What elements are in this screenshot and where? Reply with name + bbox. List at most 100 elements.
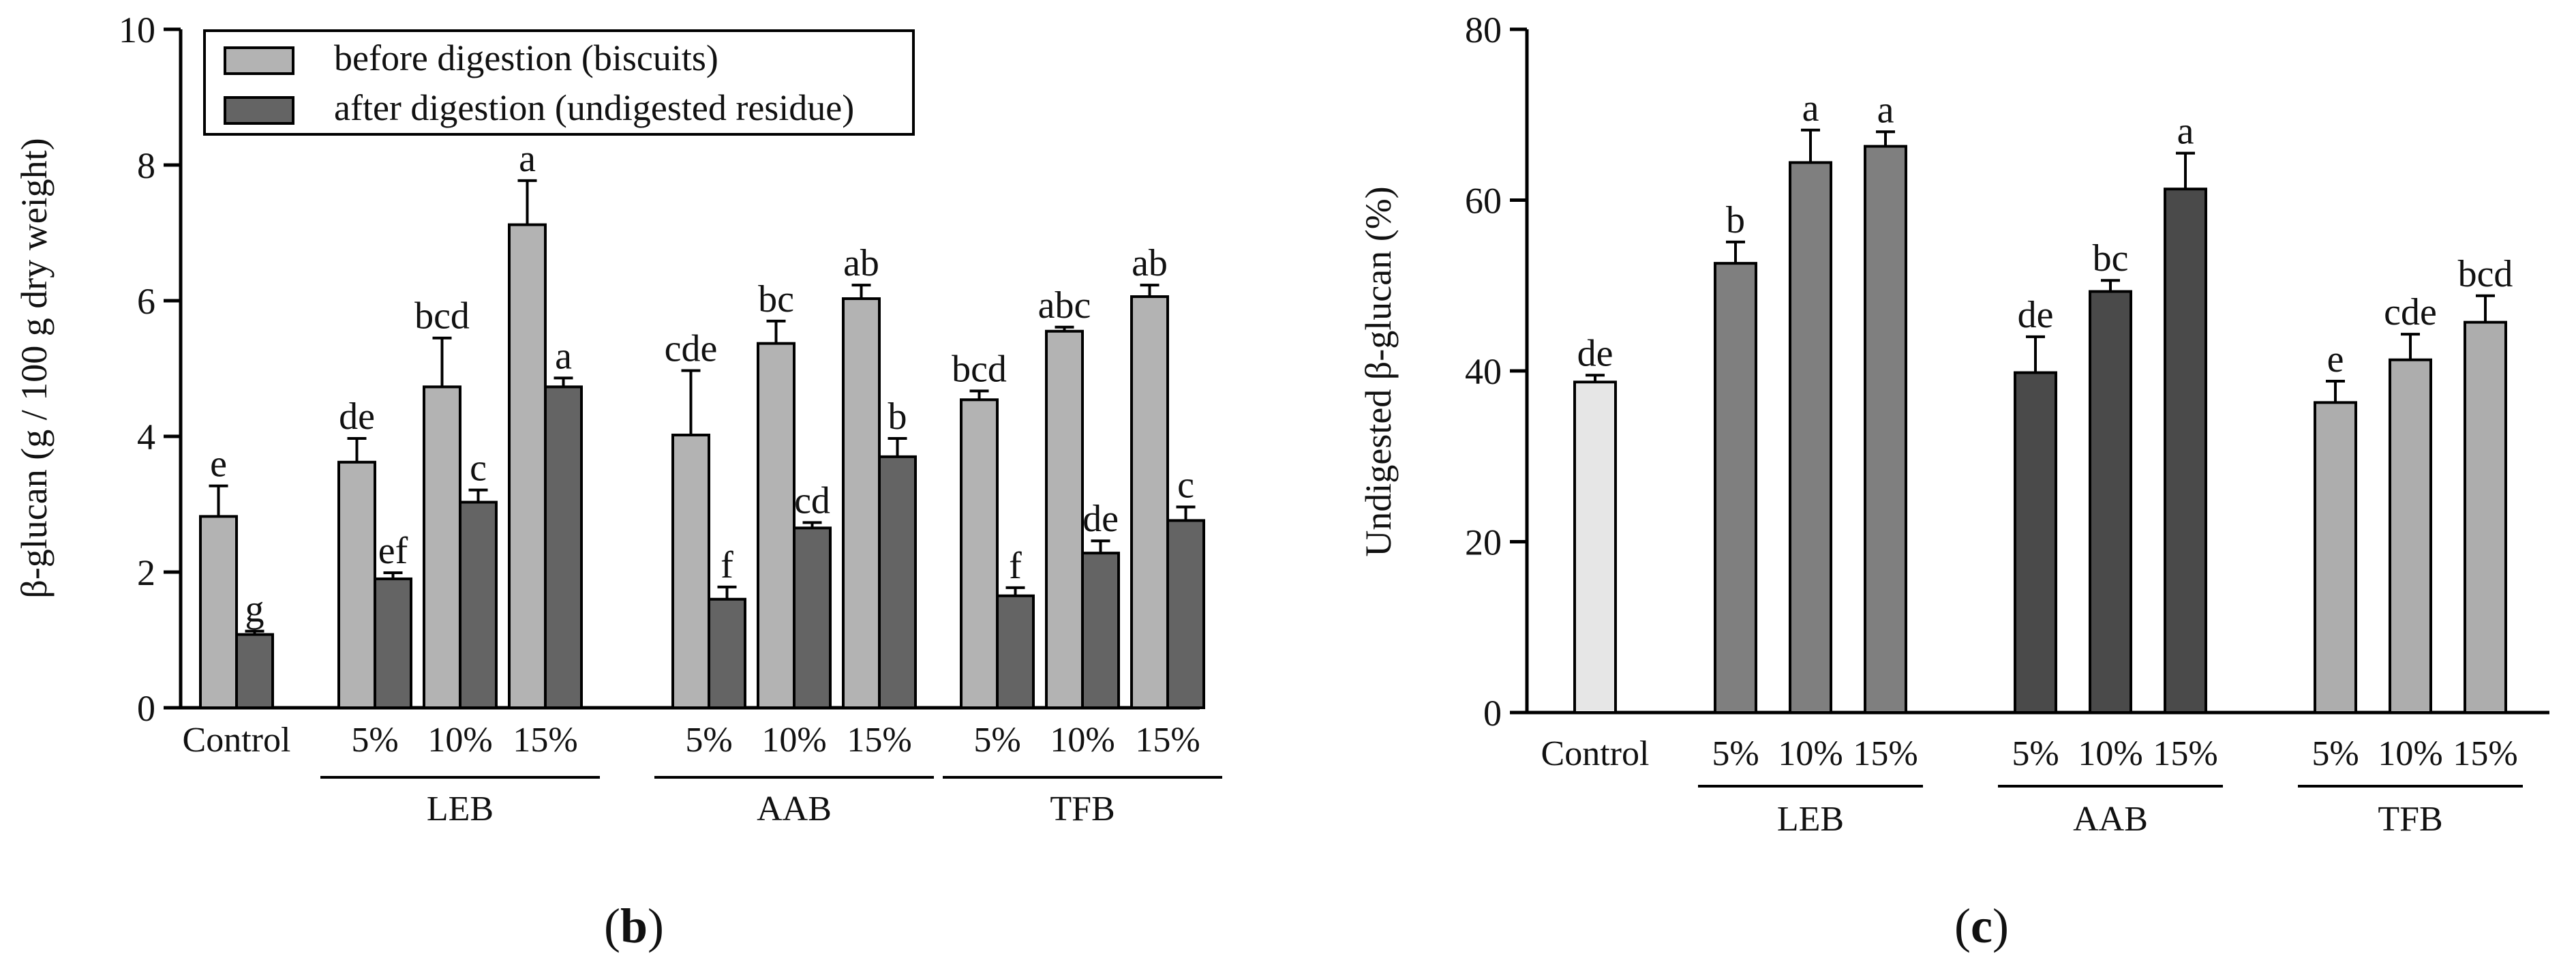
panel-c-tfb-5pct-significance-letter: e <box>2327 338 2344 380</box>
legend-swatch-before-digestion <box>224 46 294 75</box>
panel-c-caption-letter: c <box>1971 899 1992 953</box>
panel-b-control-control-before-significance-letter: e <box>210 443 227 485</box>
panel-b-aab-15pct-before-bar <box>842 297 881 709</box>
panel-c-caption-open: ( <box>1954 899 1971 953</box>
panel-b-y-tick-label: 6 <box>137 281 155 322</box>
panel-b-y-tick-label: 4 <box>137 417 155 458</box>
panel-b-leb-10pct-after-significance-letter: c <box>470 447 487 490</box>
panel-b-group-label-leb: LEB <box>427 790 494 828</box>
panel-b-tfb-10pct-before-significance-letter: abc <box>1038 284 1091 327</box>
panel-b-aab-5pct-after-significance-letter: f <box>721 544 733 586</box>
panel-b-tfb-10pct-after-significance-letter: de <box>1082 498 1119 540</box>
panel-b-aab-10pct-after-significance-letter: cd <box>794 479 830 522</box>
panel-b-y-tick-label: 10 <box>119 10 155 50</box>
panel-b-x-tick-label: 10% <box>427 721 492 760</box>
legend-label-before-digestion: before digestion (biscuits) <box>334 38 718 78</box>
panel-c-caption: (c) <box>1954 899 2009 953</box>
panel-c-x-tick-label: Control <box>1541 734 1650 773</box>
panel-b-leb-10pct-before-significance-letter: bcd <box>414 295 470 338</box>
panel-c-x-tick-label: 15% <box>2453 734 2517 773</box>
panel-b-aab-5pct-before-bar <box>671 434 710 709</box>
panel-b-caption: (b) <box>604 899 664 953</box>
panel-c-y-tick-label: 0 <box>1483 693 1502 734</box>
panel-b-x-tick-label: 15% <box>513 721 577 760</box>
panel-c-leb-5pct-significance-letter: b <box>1726 199 1745 241</box>
panel-b-x-tick-label: 5% <box>685 721 732 760</box>
panel-b-x-tick-label: 10% <box>761 721 826 760</box>
panel-b-tfb-5pct-after-bar <box>996 594 1035 710</box>
panel-c-aab-5pct-significance-letter: de <box>2018 294 2054 336</box>
panel-c-tfb-15pct-bar <box>2464 320 2507 715</box>
panel-b-leb-5pct-before-bar <box>337 460 376 709</box>
panel-c-x-tick-label: 5% <box>2012 734 2059 773</box>
panel-c-x-tick-label: 15% <box>1853 734 1918 773</box>
panel-b-aab-10pct-after-bar <box>793 526 832 709</box>
panel-b-tfb-15pct-after-bar <box>1166 519 1205 709</box>
panel-b-leb-5pct-after-significance-letter: ef <box>378 530 408 572</box>
panel-b-leb-10pct-after-bar <box>459 500 498 709</box>
panel-b-tfb-15pct-before-bar <box>1130 295 1169 709</box>
panel-b-x-tick-label: 15% <box>847 721 911 760</box>
panel-b-tfb-15pct-before-significance-letter: ab <box>1132 242 1168 284</box>
panel-b-control-control-after-bar <box>235 633 274 709</box>
panel-b-aab-5pct-after-bar <box>708 597 746 709</box>
panel-b-tfb-5pct-before-bar <box>960 398 999 710</box>
panel-c-leb-5pct-bar <box>1714 262 1757 714</box>
panel-c-leb-10pct-bar <box>1789 161 1832 714</box>
panel-b-y-axis-title: β-glucan (g / 100 g dry weight) <box>14 138 55 598</box>
panel-b-caption-open: ( <box>604 899 620 953</box>
panel-c-leb-15pct-bar <box>1864 145 1907 714</box>
panel-c-x-tick-label: 5% <box>1712 734 1759 773</box>
legend-label-after-digestion: after digestion (undigested residue) <box>334 87 854 128</box>
panel-c-aab-10pct-significance-letter: bc <box>2093 237 2129 280</box>
panel-c-aab-10pct-bar <box>2089 290 2132 714</box>
panel-c-y-tick-label: 60 <box>1465 181 1502 222</box>
panel-b-control-control-after-significance-letter: g <box>245 588 264 631</box>
panel-b-aab-10pct-before-bar <box>757 342 795 709</box>
panel-b-tfb-5pct-before-significance-letter: bcd <box>952 348 1007 390</box>
legend-box <box>203 29 915 136</box>
panel-c-y-tick-label: 40 <box>1465 351 1502 392</box>
panel-b-group-label-tfb: TFB <box>1050 790 1115 828</box>
panel-c-control-control-bar <box>1573 380 1617 714</box>
panel-b-caption-letter: b <box>620 899 648 953</box>
panel-c-x-tick-label: 10% <box>2378 734 2442 773</box>
panel-c-leb-15pct-significance-letter: a <box>1877 89 1894 131</box>
panel-c-y-tick-label: 80 <box>1465 10 1502 50</box>
panel-b-legend: before digestion (biscuits) after digest… <box>203 29 915 136</box>
panel-c-group-label-leb: LEB <box>1777 800 1844 839</box>
panel-b-y-tick-label: 8 <box>137 145 155 186</box>
panel-b-y-tick-label: 0 <box>137 688 155 729</box>
panel-b-aab-15pct-after-bar <box>878 455 917 709</box>
panel-b-tfb-5pct-after-significance-letter: f <box>1009 545 1022 587</box>
panel-b-leb-15pct-after-bar <box>544 385 583 709</box>
panel-c-y-axis-title: Undigested β-glucan (%) <box>1358 186 1399 556</box>
panel-b-leb-10pct-before-bar <box>423 385 461 709</box>
panel-b-tfb-15pct-after-significance-letter: c <box>1177 464 1194 506</box>
panel-b-group-label-aab: AAB <box>757 790 832 828</box>
panel-b-x-tick-label: Control <box>183 721 291 760</box>
panel-c-caption-close: ) <box>1992 899 2009 953</box>
panel-b-tfb-10pct-before-bar <box>1045 329 1084 709</box>
panel-c-aab-15pct-significance-letter: a <box>2177 110 2194 153</box>
panel-c-aab-15pct-bar <box>2164 188 2207 714</box>
panel-b-tfb-10pct-after-bar <box>1081 552 1120 710</box>
panel-b-x-tick-label: 5% <box>351 721 398 760</box>
panel-b-x-tick-label: 10% <box>1050 721 1115 760</box>
panel-c-group-label-tfb: TFB <box>2378 800 2442 839</box>
panel-c-y-tick-label: 20 <box>1465 522 1502 563</box>
panel-c-tfb-5pct-bar <box>2314 401 2357 715</box>
panel-c-x-tick-label: 5% <box>2312 734 2359 773</box>
legend-swatch-after-digestion <box>224 96 294 125</box>
panel-b-y-tick-label: 2 <box>137 552 155 593</box>
panel-b-x-tick-label: 5% <box>973 721 1020 760</box>
panel-c-control-control-significance-letter: de <box>1577 332 1613 374</box>
panel-c-tfb-15pct-significance-letter: bcd <box>2458 253 2513 295</box>
panel-b-aab-5pct-before-significance-letter: cde <box>665 327 718 370</box>
panel-b-leb-15pct-after-significance-letter: a <box>555 335 572 377</box>
panel-b-aab-15pct-after-significance-letter: b <box>888 395 907 438</box>
panel-c-x-tick-label: 15% <box>2153 734 2217 773</box>
